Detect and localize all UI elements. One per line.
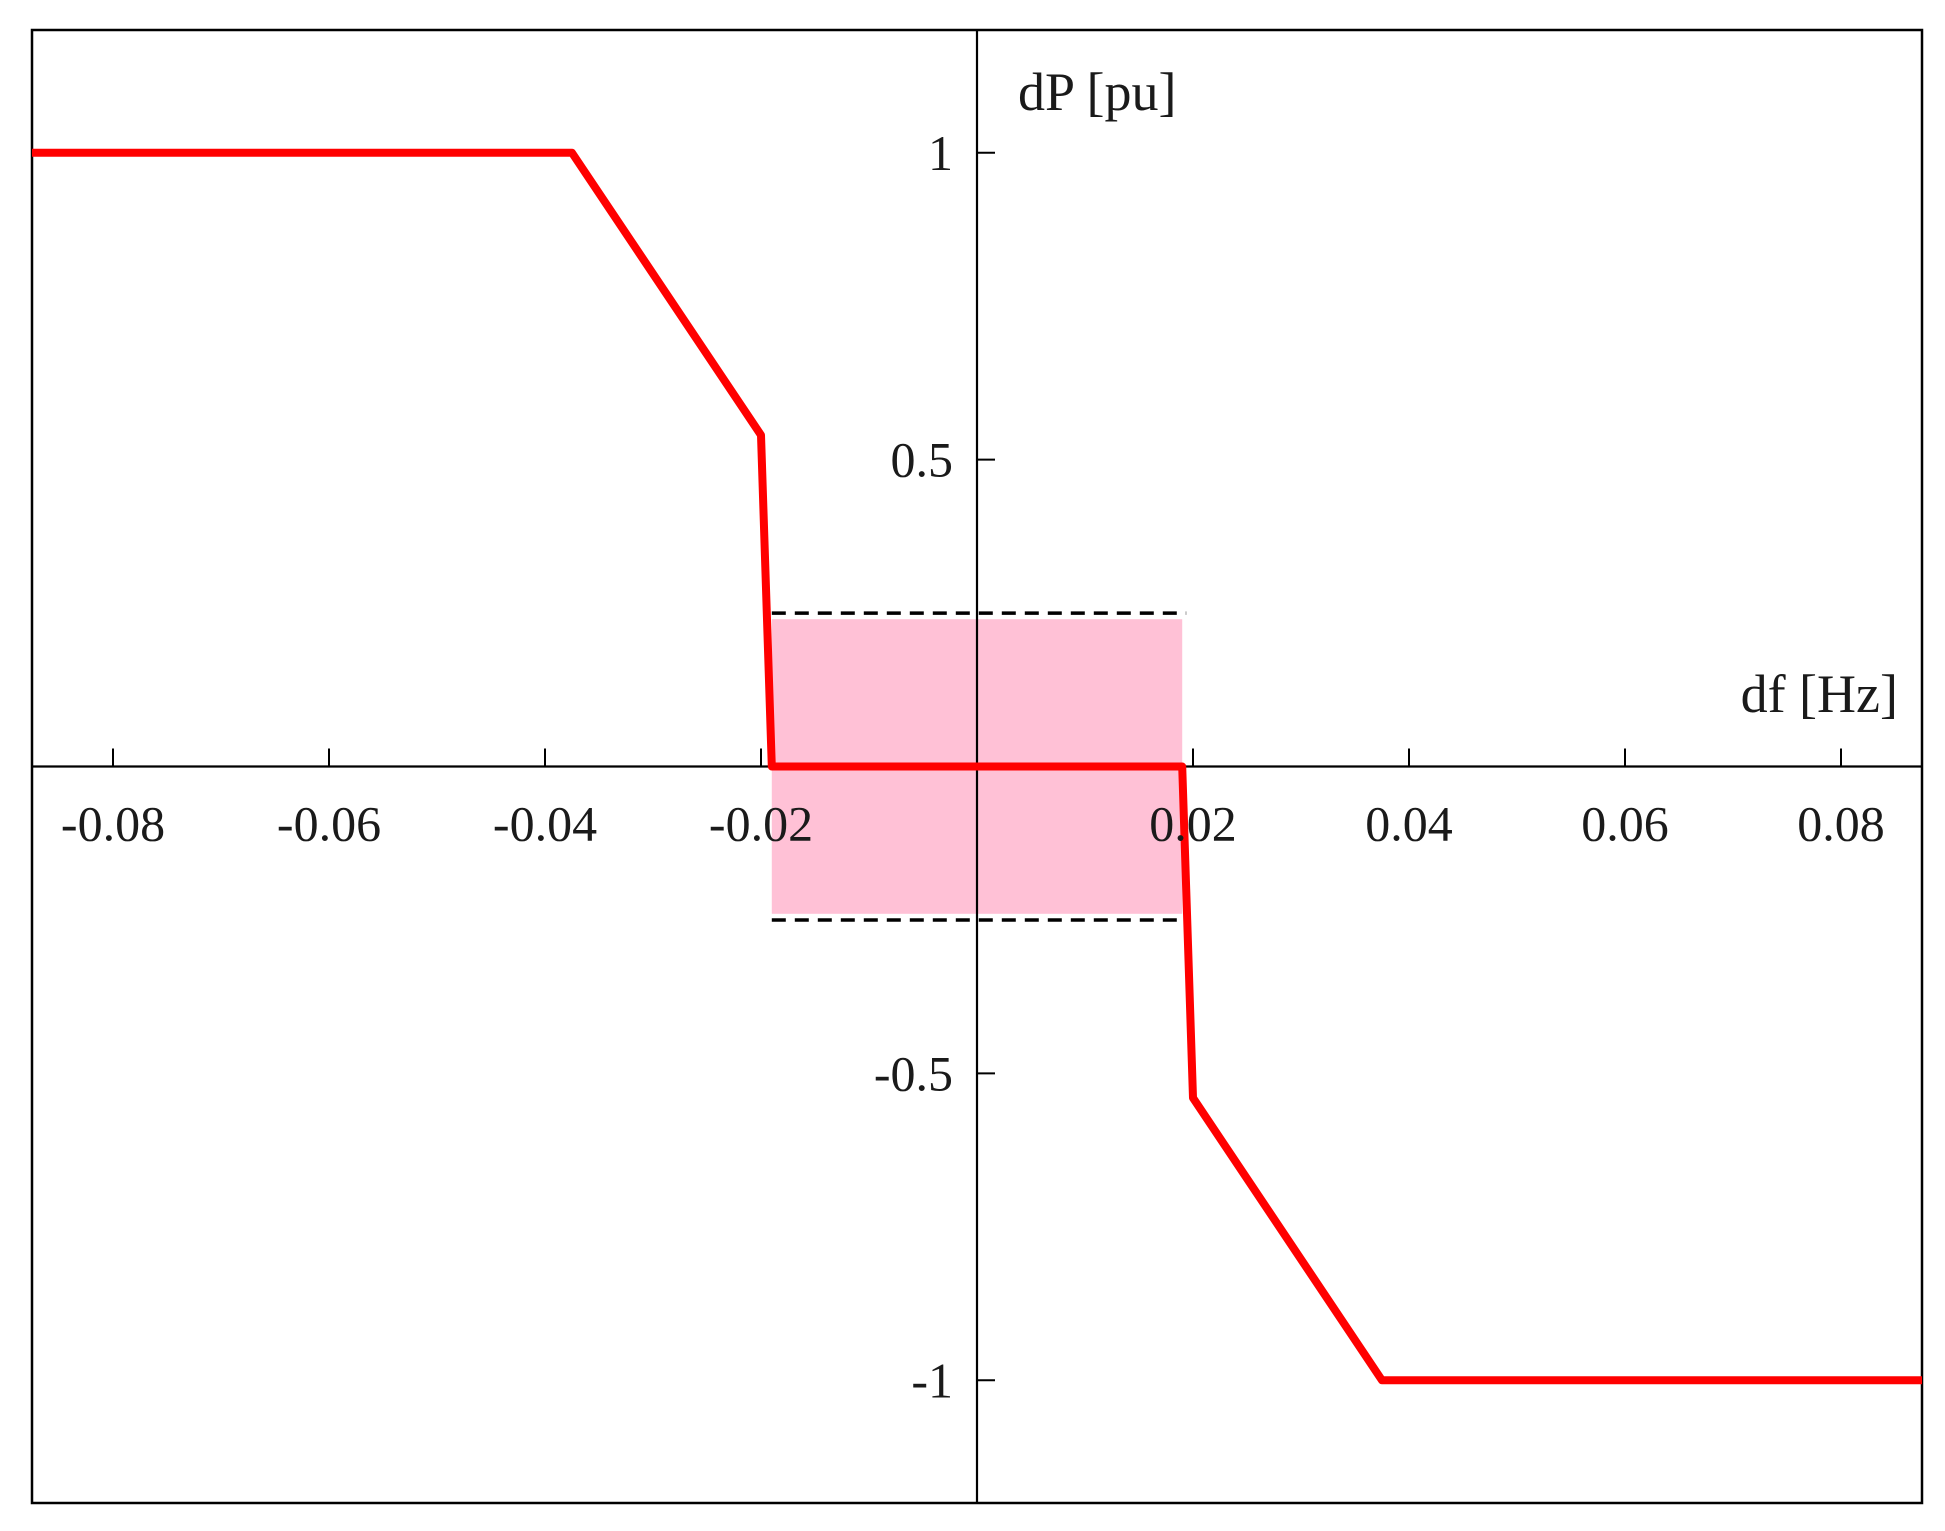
- x-tick-label: -0.04: [493, 796, 597, 852]
- y-tick-label: 0.5: [891, 432, 954, 488]
- x-tick-label: 0.02: [1149, 796, 1237, 852]
- x-tick-label: -0.08: [61, 796, 165, 852]
- y-tick-label: -0.5: [874, 1045, 953, 1101]
- x-tick-label: 0.08: [1797, 796, 1885, 852]
- x-axis-label: df [Hz]: [1741, 664, 1898, 724]
- y-tick-label: 1: [928, 125, 953, 181]
- x-tick-label: 0.04: [1365, 796, 1453, 852]
- y-axis-label: dP [pu]: [1018, 62, 1177, 122]
- droop-curve-line: [32, 148, 1922, 1385]
- x-tick-label: -0.06: [277, 796, 381, 852]
- x-tick-label: -0.02: [709, 796, 813, 852]
- x-tick-label: 0.06: [1581, 796, 1669, 852]
- y-tick-label: -1: [911, 1352, 953, 1408]
